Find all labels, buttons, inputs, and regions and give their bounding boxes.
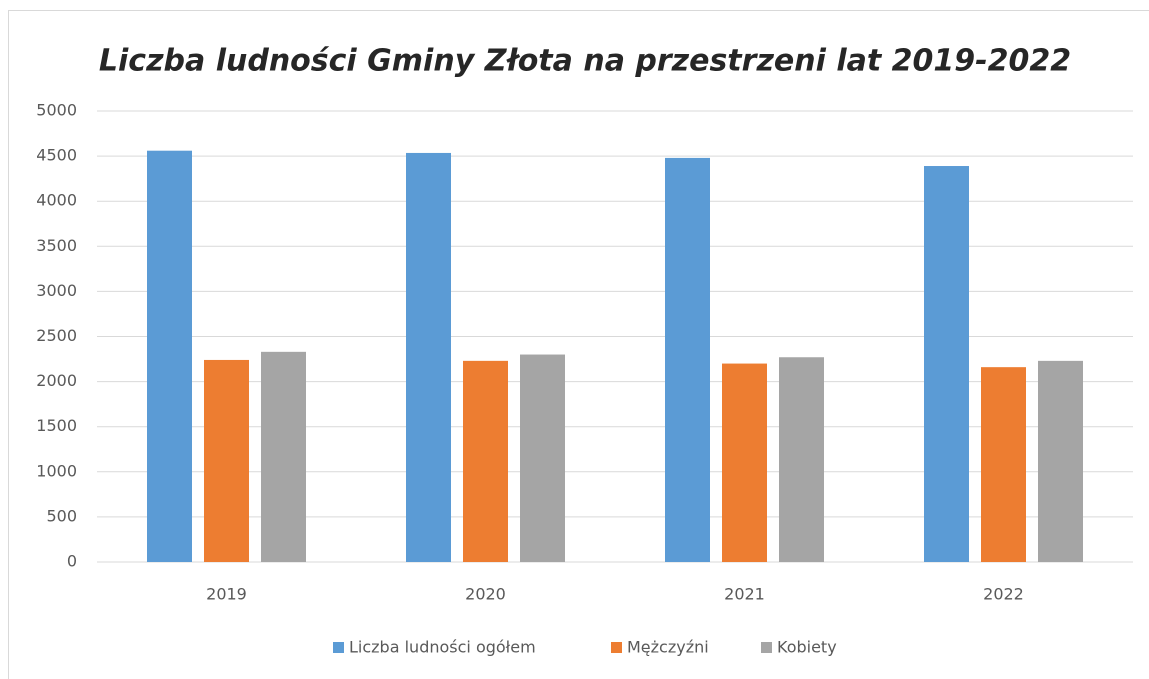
x-tick-label: 2022 bbox=[983, 585, 1024, 604]
bar bbox=[147, 150, 192, 563]
legend-label: Mężczyźni bbox=[627, 638, 709, 657]
y-tick-label: 3000 bbox=[36, 281, 77, 300]
y-tick-label: 5000 bbox=[36, 101, 77, 120]
y-tick-label: 500 bbox=[46, 506, 77, 525]
legend-swatch bbox=[761, 642, 772, 653]
y-tick-label: 2000 bbox=[36, 371, 77, 390]
bar bbox=[665, 157, 710, 563]
bar bbox=[722, 363, 767, 562]
y-tick-label: 3500 bbox=[36, 236, 77, 255]
bar bbox=[463, 360, 508, 562]
y-tick-label: 1000 bbox=[36, 461, 77, 480]
bar bbox=[406, 152, 451, 562]
chart-title: Liczba ludności Gminy Złota na przestrze… bbox=[99, 44, 1071, 79]
x-tick-label: 2019 bbox=[206, 585, 247, 604]
bar bbox=[1038, 360, 1083, 562]
bar bbox=[261, 351, 306, 562]
legend-label: Kobiety bbox=[777, 638, 837, 657]
y-tick-label: 1500 bbox=[36, 416, 77, 435]
legend-swatch bbox=[333, 642, 344, 653]
bar bbox=[981, 367, 1026, 562]
y-tick-label: 0 bbox=[67, 552, 77, 571]
legend-swatch bbox=[611, 642, 622, 653]
y-tick-label: 2500 bbox=[36, 326, 77, 345]
bar bbox=[924, 166, 969, 562]
legend-label: Liczba ludności ogółem bbox=[349, 638, 536, 657]
bar bbox=[204, 359, 249, 562]
y-tick-label: 4000 bbox=[36, 191, 77, 210]
x-tick-label: 2021 bbox=[724, 585, 765, 604]
x-tick-label: 2020 bbox=[465, 585, 506, 604]
bar bbox=[779, 357, 824, 562]
bar bbox=[520, 354, 565, 562]
y-tick-label: 4500 bbox=[36, 146, 77, 165]
